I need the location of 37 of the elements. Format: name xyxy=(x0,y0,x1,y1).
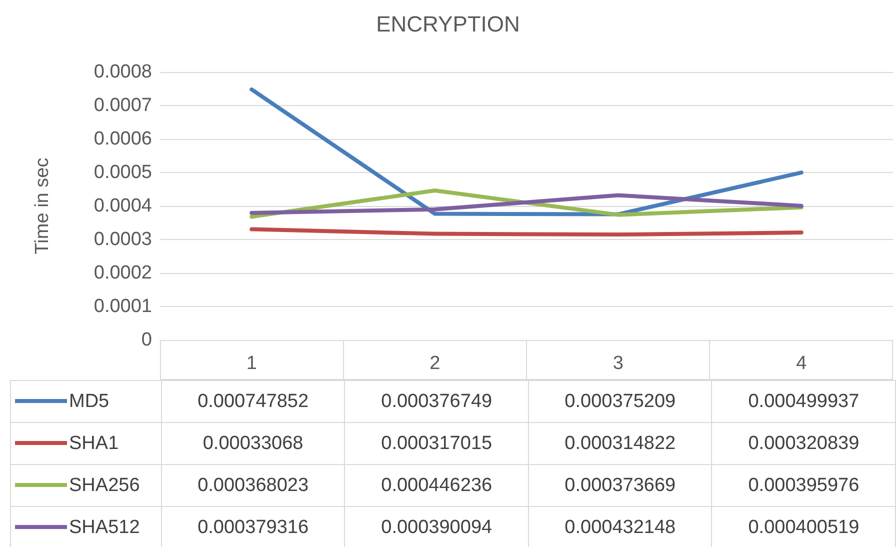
y-tick-label: 0.0007 xyxy=(94,95,152,116)
y-tick-label: 0.0005 xyxy=(94,162,152,183)
y-tick-label: 0 xyxy=(141,330,152,350)
data-label: 0.000368023 xyxy=(161,464,345,506)
y-tick-label: 0.0006 xyxy=(94,128,152,150)
y-tick-label: 0.0004 xyxy=(94,196,152,216)
line-series xyxy=(250,87,804,216)
y-tick-label: 0.0003 xyxy=(94,229,152,250)
data-label: 0.000320839 xyxy=(712,422,896,464)
legend-label: MD5 xyxy=(10,380,162,422)
y-tick-label: 0.0002 xyxy=(94,262,152,284)
legend-label: SHA512 xyxy=(10,506,162,547)
legend-label: SHA1 xyxy=(10,422,162,464)
x-tick-label: 2 xyxy=(430,353,440,374)
chart-title: ENCRYPTION xyxy=(376,12,520,36)
data-label: 0.000379316 xyxy=(161,506,345,547)
y-tick-label: 0.0008 xyxy=(94,62,152,82)
data-label: 0.000317015 xyxy=(344,422,528,464)
x-tick-label: 4 xyxy=(796,353,808,374)
data-label: 0.000400519 xyxy=(712,506,896,547)
y-axis-title: Time in sec xyxy=(32,158,53,254)
legend-label: SHA256 xyxy=(10,464,162,506)
data-label: 0.000499937 xyxy=(712,380,896,422)
data-label: 0.000375209 xyxy=(528,380,712,422)
x-tick-label: 3 xyxy=(612,353,624,374)
data-label: 0.000376749 xyxy=(344,380,528,422)
data-label: 0.000390094 xyxy=(344,506,528,547)
data-label: 0.000446236 xyxy=(344,464,528,506)
data-label: 0.000314822 xyxy=(528,422,712,464)
data-label: 0.000395976 xyxy=(712,464,896,506)
data-label: 0.000432148 xyxy=(528,506,712,547)
x-tick-label: 1 xyxy=(246,353,257,374)
data-label: 0.00033068 xyxy=(161,422,345,464)
y-tick-label: 0.0001 xyxy=(94,296,152,317)
data-label: 0.000747852 xyxy=(161,380,345,422)
line-series xyxy=(250,193,804,215)
data-label: 0.000373669 xyxy=(528,464,712,506)
